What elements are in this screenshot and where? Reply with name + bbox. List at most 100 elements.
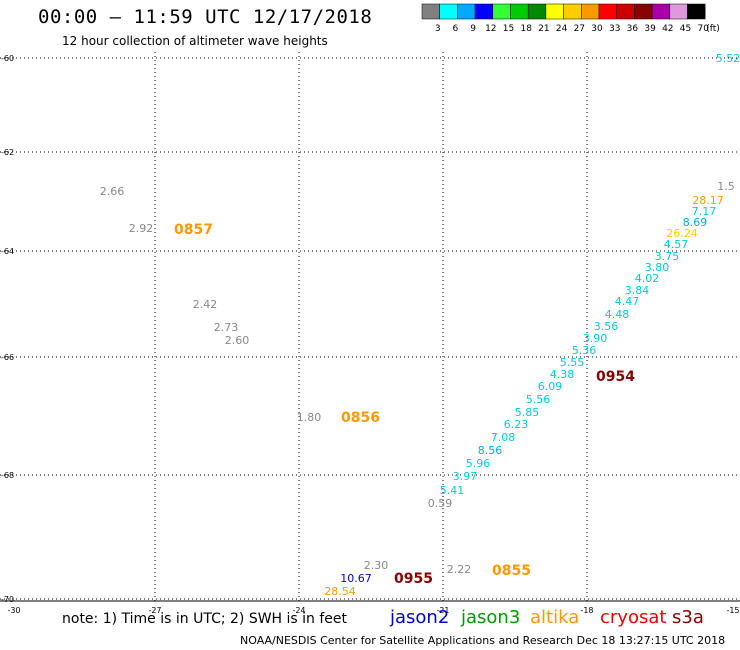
legend-swatch [421,3,440,20]
satellite-altika-label: altika [530,607,580,628]
wave-height-value: 5.55 [560,356,585,369]
wave-height-value: 28.17 [692,194,724,207]
legend-label: 3 [435,24,441,34]
wave-height-value: 28.54 [324,585,356,598]
wave-height-value: 5.52 [716,52,740,65]
wave-height-value: 2.66 [100,185,125,198]
lon-tick-label: -27 [148,606,161,615]
legend-swatch [457,3,476,20]
wave-height-value: 2.42 [193,298,218,311]
wave-height-value: 4.57 [664,238,689,251]
legend-swatch [581,3,600,20]
wave-height-value: 4.38 [550,368,575,381]
lon-tick-label: -15 [726,606,739,615]
legend-label: 27 [574,24,585,34]
wave-height-value: 3.80 [645,261,670,274]
wave-height-value: 4.48 [605,308,630,321]
wave-height-value: 2.22 [447,563,472,576]
wave-height-value: 5.56 [526,393,551,406]
lat-tick-label: -70 [1,595,14,604]
lon-tick-label: -30 [7,606,20,615]
wave-height-value: 8.56 [478,444,503,457]
legend-swatch [598,3,617,20]
pass-time-label: 0857 [174,222,213,238]
wave-height-value: 3.75 [655,250,680,263]
satellite-jason3-label: jason3 [461,607,521,628]
wave-height-value: 5.41 [440,484,465,497]
legend-swatch [439,3,458,20]
wave-height-value: 3.97 [453,470,478,483]
pass-time-labels: 0857 0856 0954 0955 0855 [174,222,635,587]
wave-height-value: 6.23 [504,418,529,431]
wave-height-value: 5.96 [466,457,491,470]
legend-swatch [687,3,706,20]
wave-height-value: 4.47 [615,295,640,308]
wave-height-value: 10.67 [340,572,372,585]
satellite-jason2-label: jason2 [390,607,450,628]
legend-label: 30 [591,24,603,34]
lat-tick-label: -60 [1,54,14,63]
lon-tick-label: -21 [436,606,449,615]
wave-height-value: 26.24 [666,227,698,240]
lat-tick-label: -68 [1,471,14,480]
lon-tick-label: -18 [580,606,593,615]
legend-swatch [527,3,547,20]
legend-swatch [651,3,671,20]
lat-tick-label: -62 [1,148,14,157]
wave-height-value: 3.84 [625,284,650,297]
wave-height-value: 5.85 [515,406,540,419]
legend-unit: (ft) [706,24,720,34]
wave-height-value: 2.92 [129,222,154,235]
legend-label: 18 [520,24,532,34]
legend-label: 21 [538,24,549,34]
pass-time-label: 0856 [341,410,380,426]
legend-label: 70 [697,24,709,34]
pass-time-label: 0855 [492,563,531,579]
wave-height-value: 2.30 [364,559,389,572]
wave-height-value: 3.56 [594,320,619,333]
legend-swatch [563,3,582,20]
lat-tick-label: -66 [1,353,14,362]
chart-title: 00:00 — 11:59 UTC 12/17/2018 [38,6,373,28]
lat-lon-grid [0,52,740,602]
wave-height-value: 7.17 [692,205,717,218]
wave-height-value: 7.08 [491,431,516,444]
wave-height-value: 8.69 [683,216,708,229]
legend-label: 39 [644,24,656,34]
credit-line: NOAA/NESDIS Center for Satellite Applica… [240,634,726,647]
legend-label: 33 [609,24,620,34]
legend-label: 12 [485,24,496,34]
wave-height-value: 2.60 [225,334,250,347]
legend-label: 24 [556,24,568,34]
wave-height-value: 2.73 [214,321,239,334]
wave-height-value: 5.36 [572,344,597,357]
legend-swatch [492,3,511,20]
pass-time-label: 0954 [596,369,635,385]
wave-height-observations: 5.52 1.528.177.178.6926.244.573.753.804.0… [100,52,740,598]
legend-label: 36 [627,24,639,34]
axis-labels: -30 -27 -24 -21 -18 -15 -60 -62 -64 -66 -68 -70 [1,54,740,615]
lat-tick-label: -64 [1,247,14,256]
legend-swatch [669,3,688,20]
pass-time-label: 0955 [394,571,433,587]
footnote: note: 1) Time is in UTC; 2) SWH is in fe… [62,611,348,627]
color-legend: 3 6 9 12 15 18 21 24 27 30 33 36 39 42 45 70(ft) [421,3,720,34]
legend-swatch [474,3,494,20]
legend-swatch [616,3,635,20]
satellite-s3a-label: s3a [672,607,704,628]
wave-height-value: 1.5 [717,180,735,193]
satellite-cryosat-label: cryosat [600,607,667,628]
legend-label: 45 [680,24,691,34]
legend-label: 15 [503,24,514,34]
legend-swatch [510,3,529,20]
wave-height-value: 3.90 [583,332,608,345]
wave-height-value: 4.02 [635,272,660,285]
wave-height-value: 6.09 [538,380,563,393]
legend-swatch [545,3,564,20]
chart-subtitle: 12 hour collection of altimeter wave hei… [62,34,328,48]
legend-label: 6 [453,24,459,34]
wave-height-value: 1.80 [297,411,322,424]
legend-label: 9 [470,24,476,34]
lon-tick-label: -24 [292,606,305,615]
